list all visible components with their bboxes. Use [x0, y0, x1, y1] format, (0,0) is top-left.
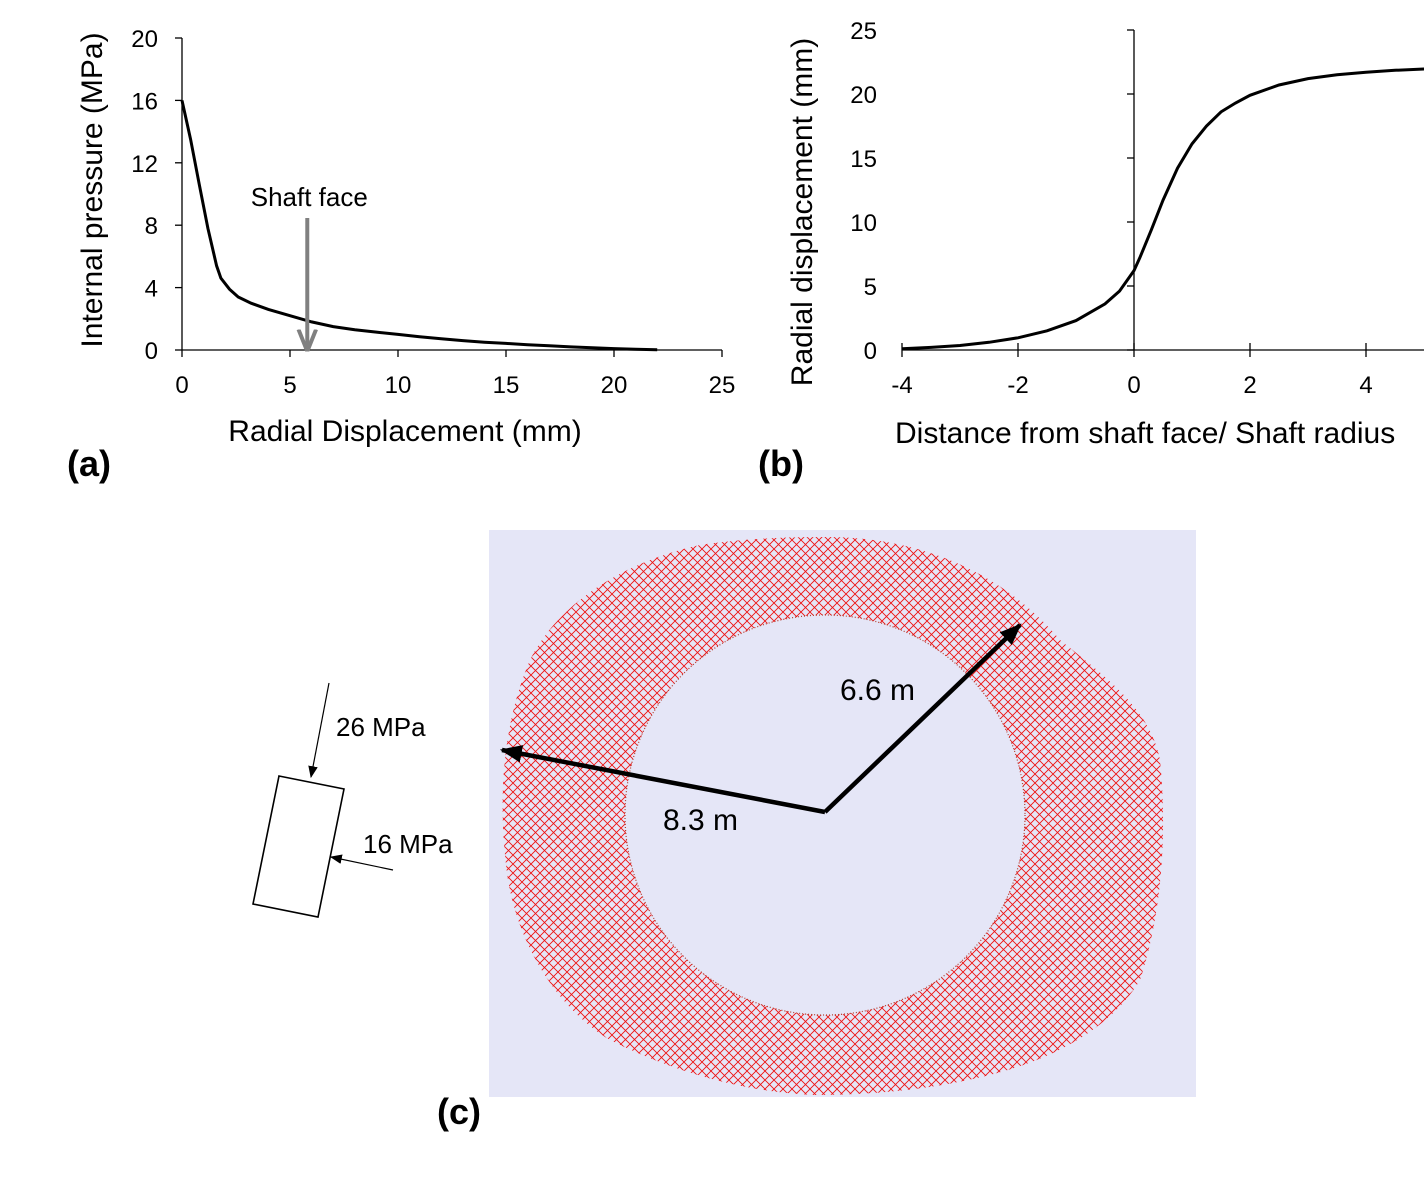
chart-a-x-tick-label: 25 — [709, 372, 736, 399]
chart-b-y-tick-label: 0 — [864, 338, 877, 365]
chart-a-x-tick-label: 20 — [601, 372, 628, 399]
chart-b-ylabel: Radial displacement (mm) — [786, 38, 819, 386]
chart-a-x-tick-label: 10 — [385, 372, 412, 399]
stress-arrow-26mpa — [308, 682, 330, 779]
chart-b-y-tick-label: 5 — [864, 274, 877, 301]
chart-a-y-tick-label: 12 — [131, 151, 158, 178]
chart-b-x-tick-label: 2 — [1243, 372, 1256, 399]
chart-b: -4 -2 0 2 4 0 5 10 15 20 25 Distance from shaft fa… — [758, 18, 1424, 484]
chart-b-ticks: -4 -2 0 2 4 0 5 10 15 20 25 — [850, 18, 1372, 399]
chart-a-ylabel: Internal pressure (MPa) — [76, 32, 109, 347]
yield-zone-mesh — [502, 537, 1164, 1095]
chart-b-x-tick-label: 0 — [1127, 372, 1140, 399]
dimension-arrow-8-3m — [499, 745, 826, 815]
chart-a-y-tick-label: 16 — [131, 88, 158, 115]
chart-a-ticks: 0 5 10 15 20 25 0 4 8 12 16 20 — [131, 26, 735, 399]
chart-a-y-tick-label: 8 — [145, 213, 158, 240]
shaft-mesh-figure: 6.6 m 8.3 m 26 MPa 16 MPa (c) — [252, 530, 1196, 1132]
panel-label-c: (c) — [437, 1091, 481, 1132]
stress-arrow-16mpa — [329, 854, 394, 871]
panel-label-b: (b) — [758, 443, 804, 484]
chart-a-y-tick-label: 0 — [145, 338, 158, 365]
chart-b-y-tick-label: 10 — [850, 210, 877, 237]
chart-b-y-tick-label: 25 — [850, 18, 877, 45]
dimension-label-6-6m: 6.6 m — [840, 674, 915, 707]
chart-b-y-tick-label: 15 — [850, 146, 877, 173]
chart-b-axes — [902, 30, 1424, 351]
stress-label-16mpa: 16 MPa — [363, 829, 453, 859]
shaft-face-annotation: Shaft face — [251, 182, 368, 212]
dimension-arrow-6-6m — [823, 623, 1022, 814]
chart-a: 0 5 10 15 20 25 0 4 8 12 16 20 Shaft face Radial Di… — [67, 26, 735, 484]
chart-b-y-tick-label: 20 — [850, 82, 877, 109]
shaft-boundary — [624, 614, 1026, 1016]
dimension-label-8-3m: 8.3 m — [663, 804, 738, 837]
chart-b-x-tick-label: 4 — [1359, 372, 1372, 399]
chart-a-y-tick-label: 4 — [145, 276, 158, 303]
chart-b-x-tick-label: -2 — [1007, 372, 1028, 399]
chart-b-x-tick-label: -4 — [891, 372, 912, 399]
chart-a-xlabel: Radial Displacement (mm) — [228, 415, 581, 448]
chart-a-x-tick-label: 15 — [493, 372, 520, 399]
panel-label-a: (a) — [67, 443, 111, 484]
chart-a-x-tick-label: 0 — [175, 372, 188, 399]
chart-b-xlabel: Distance from shaft face/ Shaft radius — [895, 417, 1395, 450]
stress-label-26mpa: 26 MPa — [336, 712, 426, 742]
stress-element — [252, 775, 345, 918]
chart-b-series-line — [901, 67, 1424, 351]
chart-a-x-tick-label: 5 — [283, 372, 296, 399]
chart-a-y-tick-label: 20 — [131, 26, 158, 53]
chart-a-series-line — [180, 100, 658, 352]
